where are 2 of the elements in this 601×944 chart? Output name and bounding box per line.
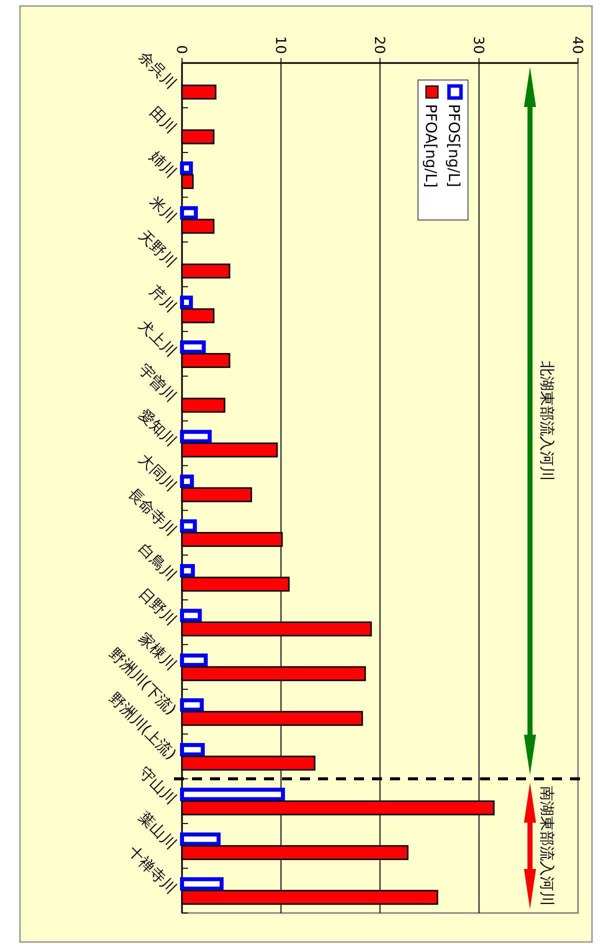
annotation: 南湖東部流入河川 <box>538 786 556 906</box>
annotation: 北湖東部流入河川 <box>538 360 556 481</box>
